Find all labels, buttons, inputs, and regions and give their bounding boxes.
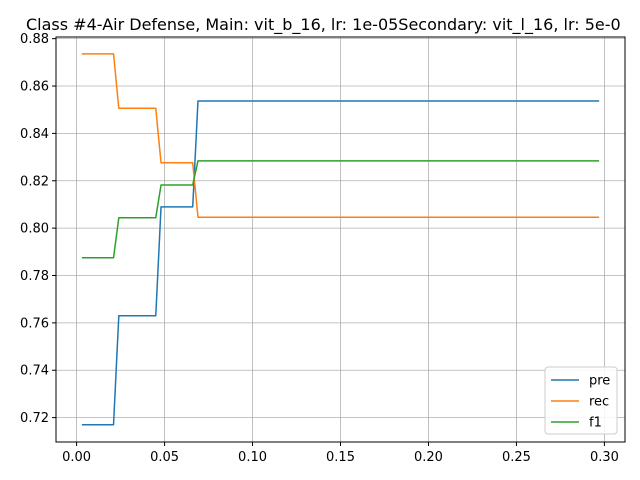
x-tick-label: 0.15 <box>326 450 355 465</box>
y-tick-label: 0.88 <box>20 32 49 47</box>
legend: pre rec f1 <box>544 366 618 435</box>
x-tick-label: 0.30 <box>590 450 619 465</box>
x-tick-label: 0.05 <box>150 450 179 465</box>
y-tick-label: 0.84 <box>20 127 49 142</box>
y-axis: 0.72 0.74 0.76 0.78 0.80 0.82 0.84 0.86 0.88 <box>20 32 56 426</box>
y-tick-label: 0.78 <box>20 269 49 284</box>
series-line-f1 <box>81 160 600 259</box>
x-tick-label: 0.00 <box>62 450 91 465</box>
x-tick-label: 0.10 <box>238 450 267 465</box>
x-axis: 0.00 0.05 0.10 0.15 0.20 0.25 0.30 <box>62 442 619 465</box>
y-tick-label: 0.72 <box>20 411 49 426</box>
legend-label-rec: rec <box>589 395 609 410</box>
series-line-rec <box>81 53 600 218</box>
series-line-pre <box>81 100 600 426</box>
legend-box <box>544 366 618 435</box>
grid <box>56 37 625 442</box>
series-lines <box>81 53 600 426</box>
x-tick-label: 0.20 <box>414 450 443 465</box>
y-tick-label: 0.82 <box>20 174 49 189</box>
legend-label-f1: f1 <box>589 416 602 431</box>
x-tick-label: 0.25 <box>502 450 531 465</box>
y-tick-label: 0.76 <box>20 316 49 331</box>
legend-label-pre: pre <box>589 374 610 389</box>
y-tick-label: 0.86 <box>20 80 49 95</box>
chart-title: Class #4-Air Defense, Main: vit_b_16, lr… <box>26 15 621 35</box>
y-tick-label: 0.80 <box>20 222 49 237</box>
y-tick-label: 0.74 <box>20 364 49 379</box>
